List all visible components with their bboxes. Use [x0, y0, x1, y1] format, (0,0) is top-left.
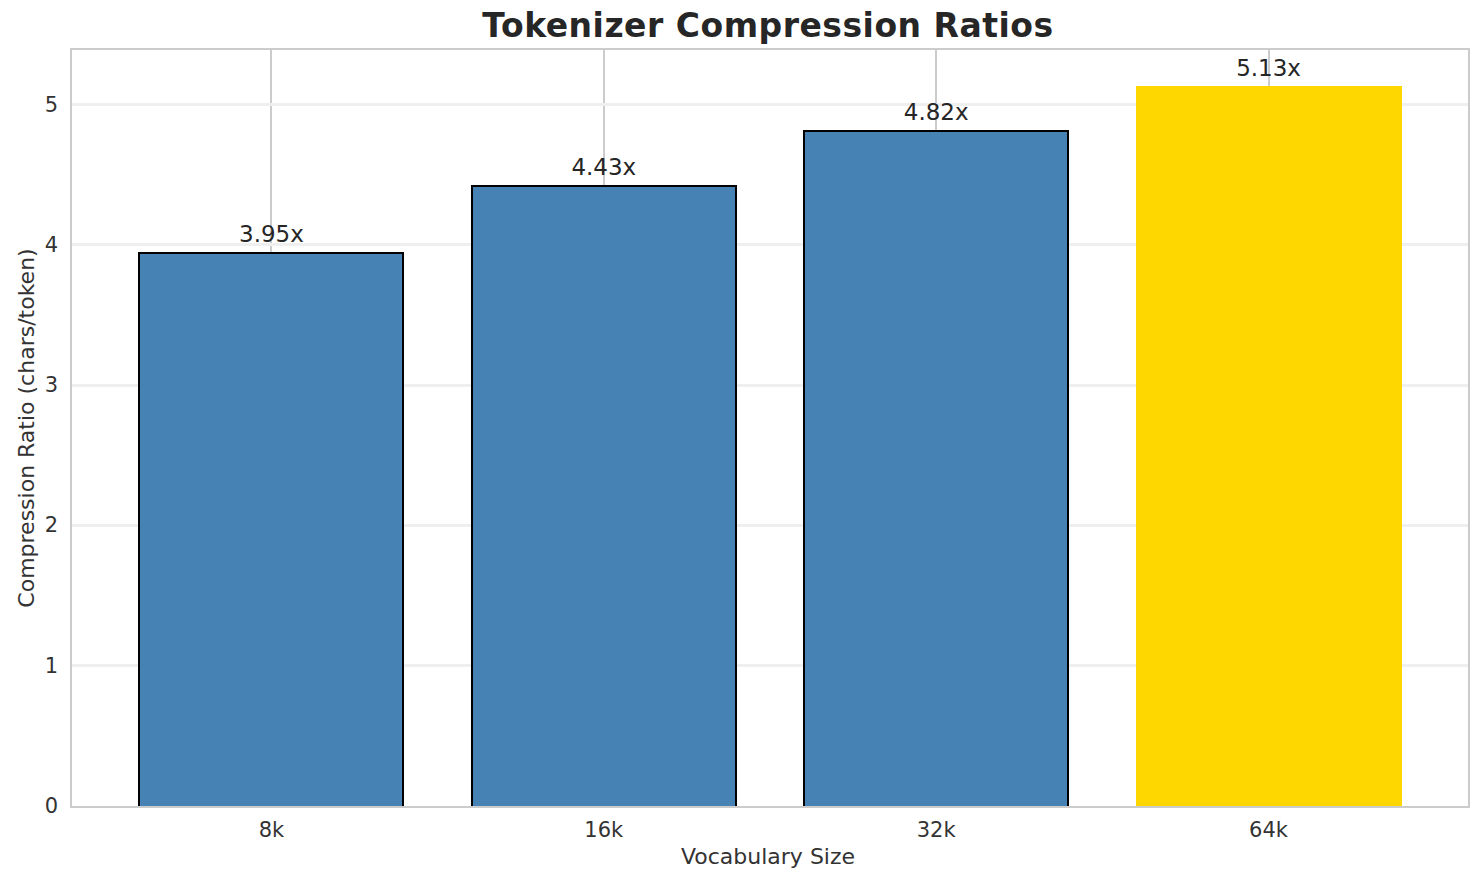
x-tick-label-32k: 32k: [856, 818, 1016, 842]
x-tick-label-16k: 16k: [524, 818, 684, 842]
y-tick-label: 5: [0, 92, 58, 118]
bar-value-label: 5.13x: [1189, 55, 1349, 81]
y-tick-label: 0: [0, 793, 58, 819]
plot-area: 3.95x 4.43x 4.82x 5.13x: [70, 48, 1470, 808]
bar-16k: [471, 185, 737, 806]
bar-8k: [138, 252, 404, 806]
x-axis-label: Vocabulary Size: [70, 844, 1466, 869]
figure: Tokenizer Compression Ratios 3.95x 4.43x 4…: [0, 0, 1483, 885]
bar-64k: [1136, 86, 1402, 806]
bar-32k: [803, 130, 1069, 806]
x-tick-label-8k: 8k: [191, 818, 351, 842]
bar-value-label: 4.43x: [524, 154, 684, 180]
y-axis-label: Compression Ratio (chars/token): [14, 248, 39, 607]
y-tick-label: 1: [0, 653, 58, 679]
bar-value-label: 3.95x: [191, 221, 351, 247]
chart-title: Tokenizer Compression Ratios: [70, 6, 1466, 45]
x-tick-label-64k: 64k: [1189, 818, 1349, 842]
bar-value-label: 4.82x: [856, 99, 1016, 125]
